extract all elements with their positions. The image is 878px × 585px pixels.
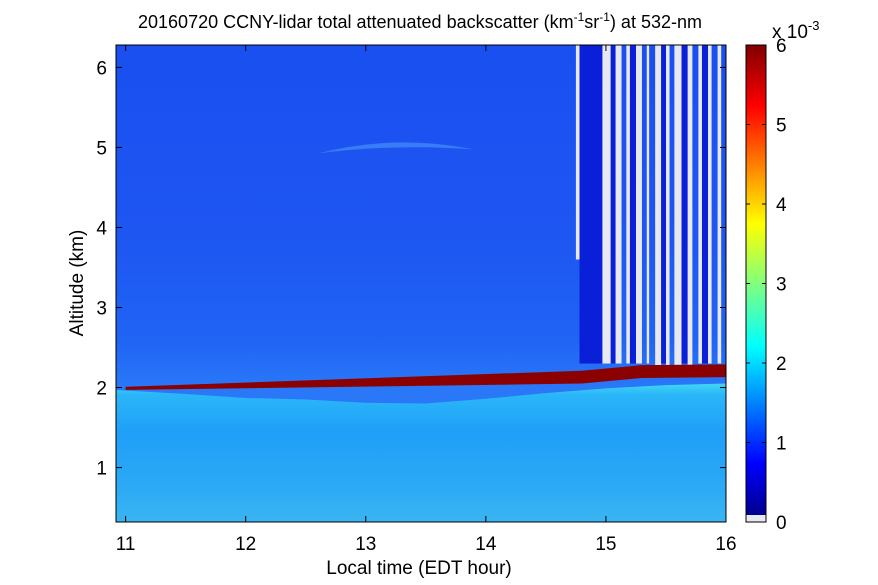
- colorbar-gradient: [746, 45, 766, 515]
- noisy-columns: [575, 45, 722, 368]
- noisy-column: [646, 45, 650, 364]
- y-tick-label: 4: [96, 218, 107, 239]
- plot-area: [116, 45, 726, 522]
- noisy-column: [665, 45, 670, 368]
- noisy-column: [655, 45, 662, 368]
- colorbar-below-min: [746, 515, 766, 522]
- y-tick-label: 1: [96, 459, 107, 480]
- x-tick-label: 13: [355, 534, 376, 555]
- colorbar-tick-label: 3: [776, 275, 787, 296]
- chart-title: 20160720 CCNY-lidar total attenuated bac…: [138, 10, 702, 32]
- x-axis-ticks: 11 12 13 14 15 16: [116, 45, 737, 555]
- noisy-column: [635, 45, 642, 364]
- colorbar-multiplier: x 10-3: [772, 18, 819, 43]
- colorbar-tick-label: 6: [776, 36, 787, 57]
- colorbar-tick-label: 5: [776, 116, 787, 137]
- noisy-column: [687, 45, 693, 368]
- x-tick-label: 14: [475, 534, 497, 555]
- dark-column: [579, 45, 603, 364]
- x-tick-label: 11: [116, 534, 136, 555]
- y-tick-label: 6: [96, 58, 107, 79]
- noisy-column: [602, 45, 611, 364]
- colorbar-tick-label: 2: [776, 354, 787, 375]
- noisy-column: [615, 45, 622, 364]
- x-axis-label: Local time (EDT hour): [326, 558, 512, 579]
- y-tick-label: 3: [96, 299, 107, 320]
- noisy-column: [626, 45, 630, 364]
- x-tick-label: 16: [715, 534, 736, 555]
- y-tick-label: 2: [96, 379, 107, 400]
- colorbar-ticks: 0 1 2 3 4 5 6: [746, 36, 787, 534]
- plot-frame: [115, 44, 727, 523]
- dark-column: [661, 45, 666, 364]
- colorbar-tick-label: 1: [776, 434, 787, 455]
- x-tick-label: 12: [235, 534, 256, 555]
- colorbar: 0 1 2 3 4 5 6 x 10-3: [745, 18, 819, 534]
- colorbar-tick-label: 0: [776, 513, 787, 534]
- colorbar-tick-label: 4: [776, 195, 787, 216]
- dark-column: [629, 45, 636, 364]
- noisy-column: [674, 45, 682, 368]
- noisy-column: [698, 45, 702, 364]
- boundary-layer-region: [116, 383, 726, 522]
- dark-column: [610, 45, 616, 364]
- dark-column: [701, 45, 708, 364]
- elevated-aerosol-layer: [317, 142, 474, 154]
- noisy-column: [707, 45, 712, 364]
- cloud-layer: [125, 364, 726, 390]
- y-axis-ticks: 1 2 3 4 5 6: [96, 58, 726, 480]
- noisy-column: [717, 45, 722, 364]
- y-axis-label: Altitude (km): [67, 230, 88, 337]
- noisy-column: [575, 45, 580, 260]
- y-tick-label: 5: [96, 138, 107, 159]
- x-tick-label: 15: [595, 534, 616, 555]
- dark-column: [681, 45, 688, 364]
